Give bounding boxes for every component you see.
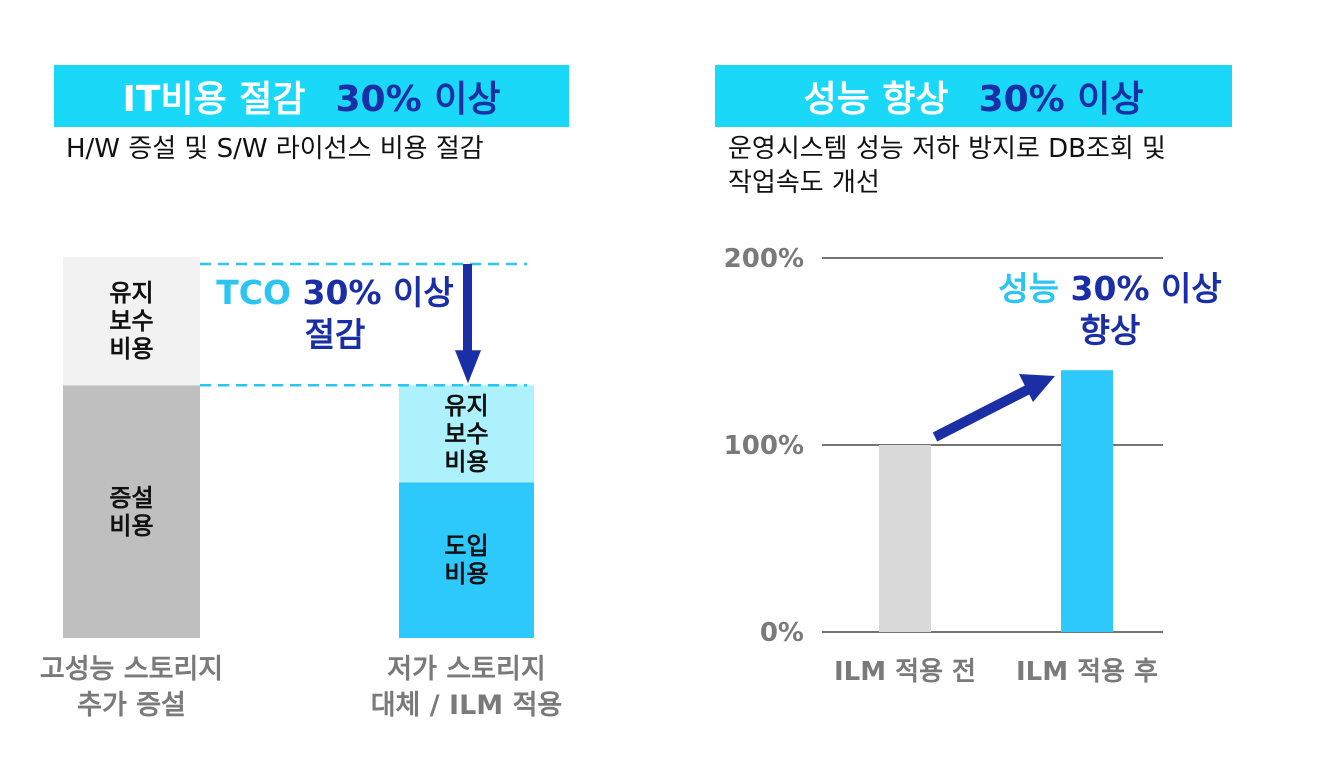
cost-segment-label-line: 증설 [109,483,154,512]
performance-annotation-text2: 향상 [1079,311,1141,350]
perf-category-label: ILM 적용 전 [834,657,976,687]
performance-annotation-label: 성능 [998,269,1060,308]
perf-y-tick-label: 0% [760,618,804,648]
performance-banner-title: 성능 향상 [803,79,949,120]
cost-bar-segment [399,385,534,483]
cost-segment-label: 유지 보수 비용 [63,257,200,385]
cost-banner-title: IT비용 절감 [122,79,306,120]
tco-text2: 절감 [304,315,366,354]
performance-subtitle-line1: 운영시스템 성능 저하 방지로 DB조회 및 [728,134,1166,164]
performance-annotation: 성능 30% 이상 향상 [975,268,1245,352]
reduction-arrow-head [455,350,481,384]
cost-segment-label: 유지 보수 비용 [399,385,534,482]
cost-subtitle: H/W 증설 및 S/W 라이선스 비용 절감 [66,134,484,164]
growth-arrow-head [1019,374,1055,402]
cost-segment-label-line: 비용 [109,335,154,364]
performance-banner-highlight: 30% 이상 [978,79,1144,120]
performance-subtitle: 운영시스템 성능 저하 방지로 DB조회 및 작업속도 개선 [728,132,1166,200]
cost-segment-label-line: 보수 [444,419,489,448]
cost-bar-segment [63,385,200,638]
cost-segment-label-line: 보수 [109,307,154,336]
performance-banner: 성능 향상 30% 이상 [715,65,1232,127]
tco-value: 30% 이상 [302,273,454,312]
cost-bar-segment [399,482,534,638]
cost-segment-label-line: 유지 [444,391,489,420]
perf-category-label: ILM 적용 후 [1016,657,1158,687]
cost-category-label-line: 대체 / ILM 적용 [370,690,563,721]
performance-subtitle-line2: 작업속도 개선 [728,168,880,198]
cost-segment-label: 도입 비용 [399,482,534,638]
cost-segment-label-line: 비용 [444,447,489,476]
cost-segment-label: 증설 비용 [63,385,200,638]
cost-category-label-line: 추가 증설 [77,690,186,721]
perf-bar [1061,370,1113,632]
tco-annotation: TCO 30% 이상 절감 [205,272,465,356]
cost-banner: IT비용 절감 30% 이상 [54,65,569,127]
cost-banner-highlight: 30% 이상 [335,79,501,120]
cost-segment-label-line: 비용 [109,511,154,540]
performance-annotation-value: 30% 이상 [1070,269,1222,308]
cost-category-label-line: 고성능 스토리지 [39,654,224,685]
cost-segment-label-line: 도입 [444,532,489,561]
cost-category-label-line: 저가 스토리지 [387,654,546,685]
cost-bar-segment [63,257,200,386]
cost-segment-label-line: 유지 [109,279,154,308]
cost-segment-label-line: 비용 [444,560,489,589]
tco-label: TCO [216,273,292,312]
perf-y-tick-label: 100% [724,431,804,461]
growth-arrow-shaft [932,382,1036,442]
perf-bar [879,445,931,632]
perf-y-tick-label: 200% [724,244,804,274]
reduction-arrow-shaft [463,264,472,353]
